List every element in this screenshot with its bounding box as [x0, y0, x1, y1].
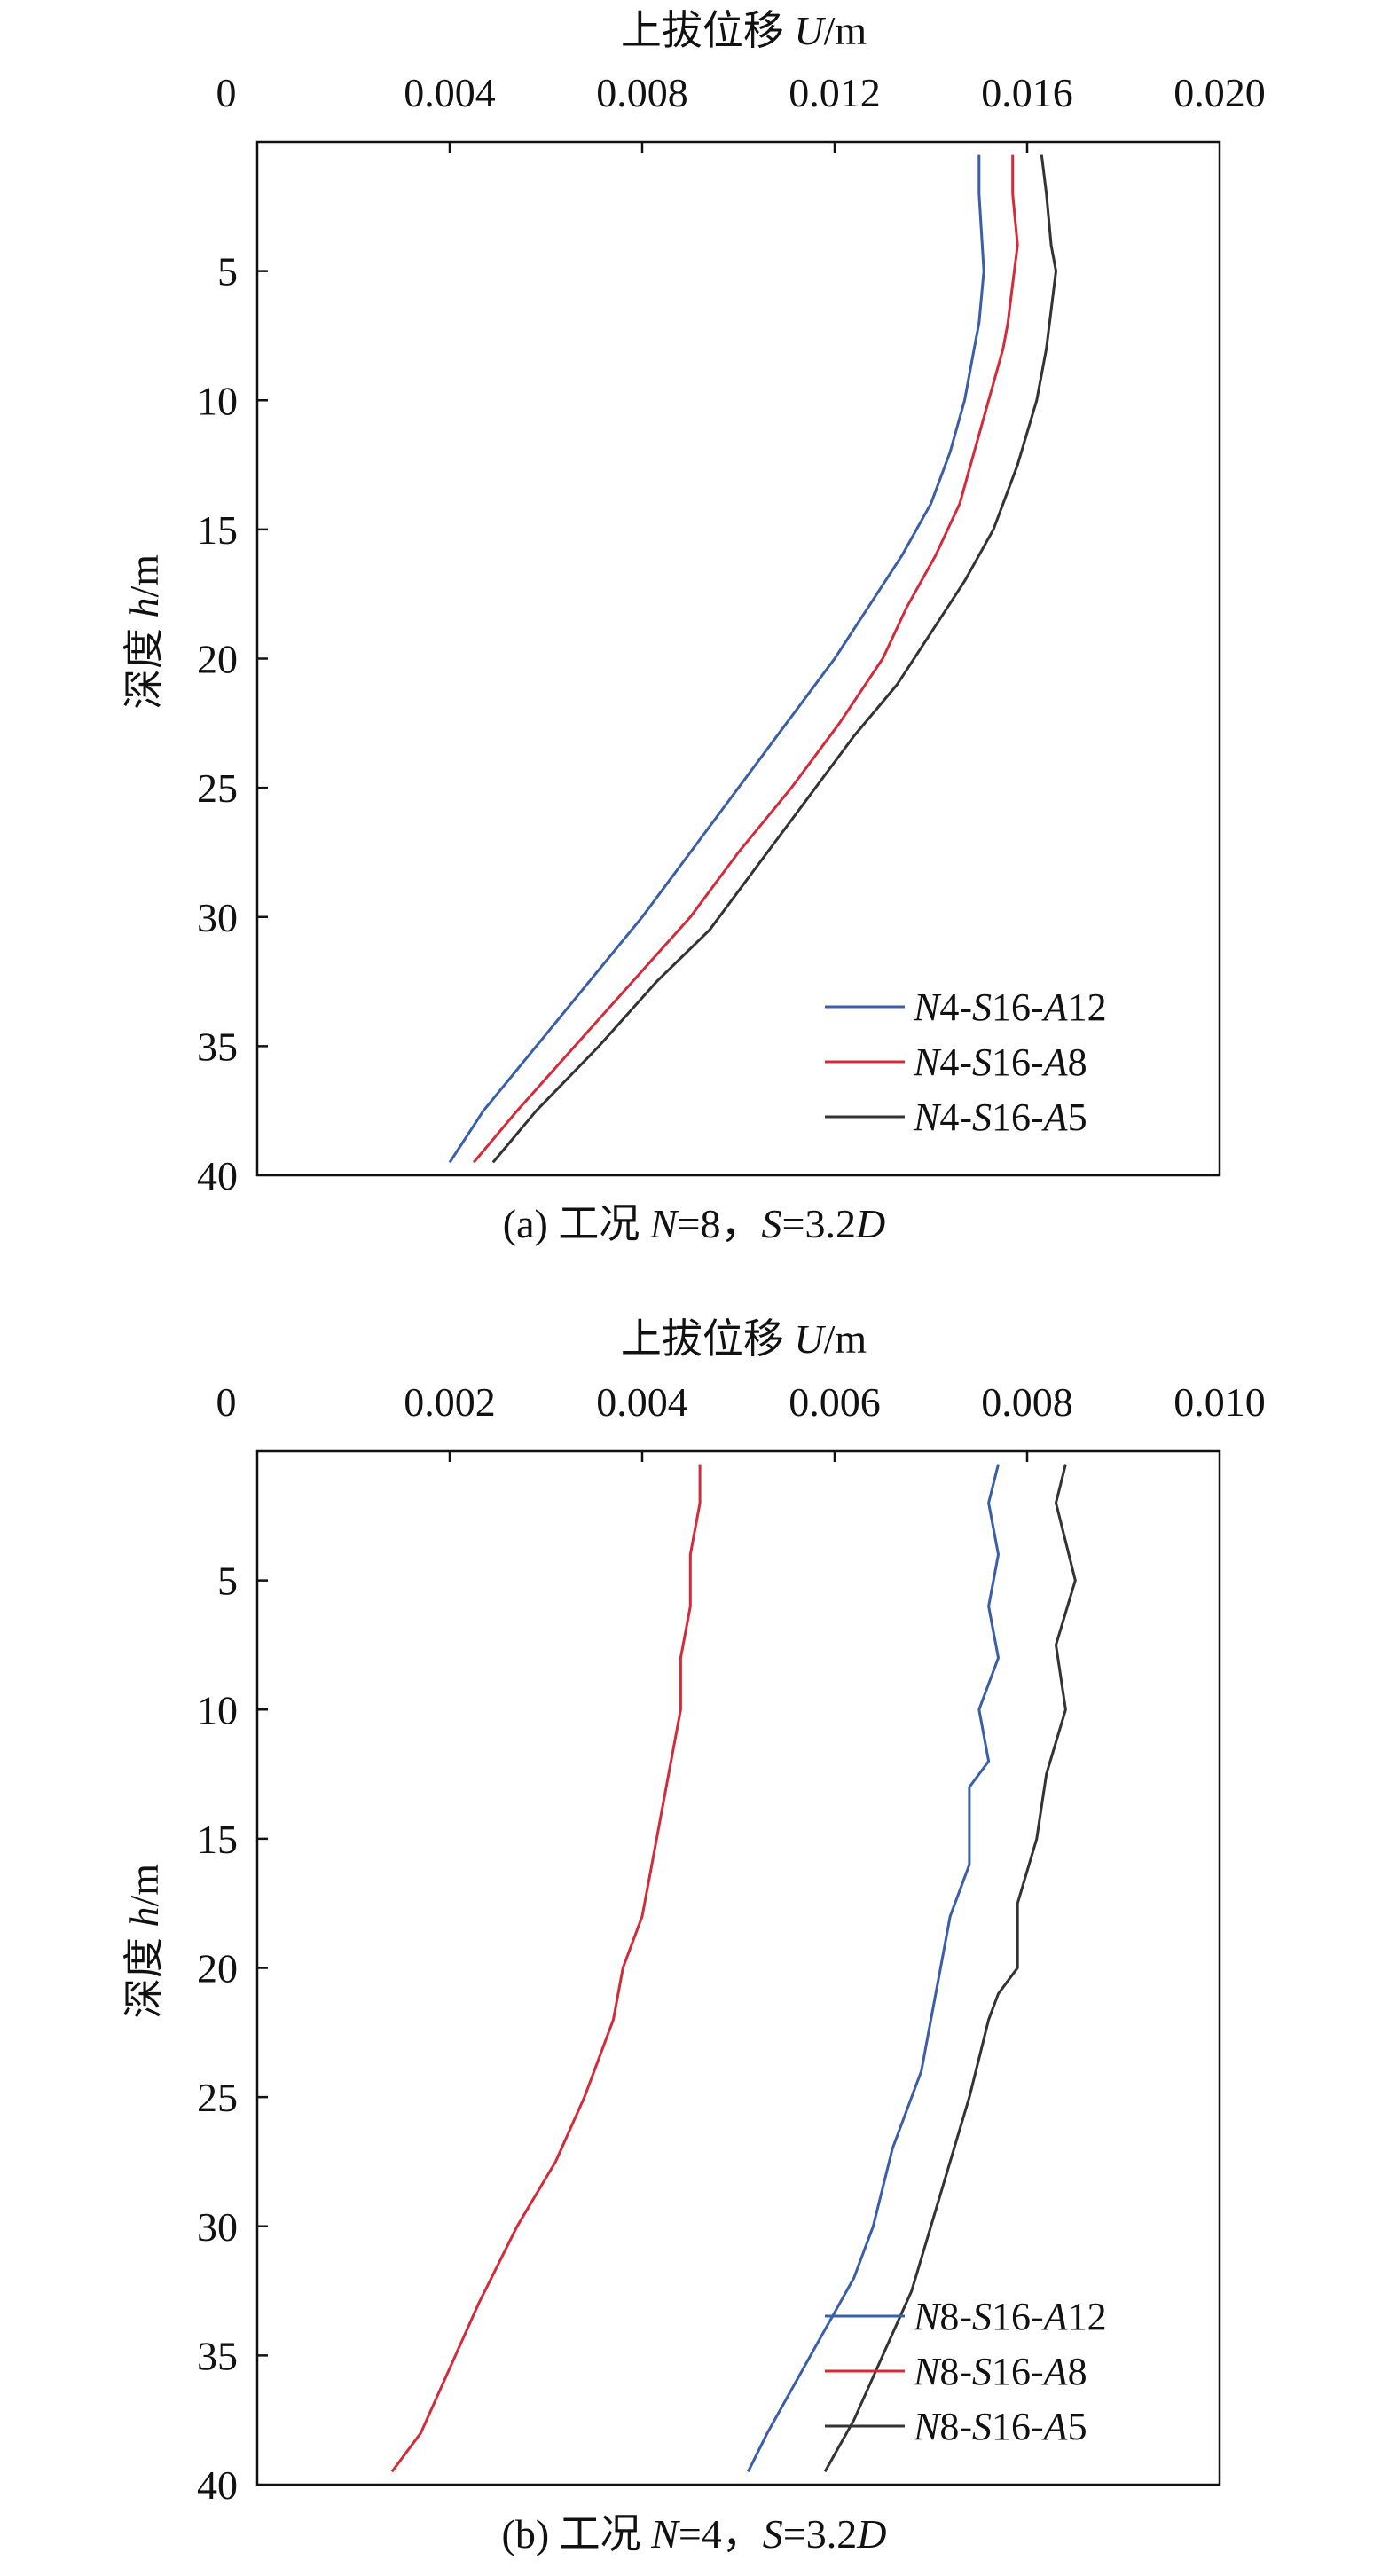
chart-b: 0 0.002 0.004 0.006 0.008 0.010 5 10 15 20 25 30 35 4…: [122, 1316, 1266, 2556]
x-tick-label: 0.008: [981, 1379, 1073, 1425]
y-tick-label: 30: [197, 895, 238, 940]
y-tick-label: 10: [197, 1687, 238, 1732]
y-tick-label: 5: [217, 249, 238, 295]
series-line-N8-S16-A5: [823, 1464, 1077, 2473]
y-tick-label: 25: [197, 766, 238, 811]
y-tick-label: 30: [197, 2204, 238, 2250]
x-axis-title: 上拔位移 U/m: [621, 8, 867, 53]
figure-caption: (b) 工况 N=4，S=3.2D: [502, 2511, 887, 2556]
y-tick-label: 40: [197, 1153, 238, 1198]
y-tick-label: 20: [197, 1946, 238, 1991]
series-line-N4-S16-A12: [448, 154, 985, 1164]
x-tick-label: 0.006: [789, 1379, 881, 1425]
series-line-N8-S16-A8: [390, 1464, 702, 2473]
x-axis-title: 上拔位移 U/m: [621, 1316, 867, 1362]
x-tick-label: 0.008: [596, 70, 688, 115]
legend-label: N4-S16-A5: [913, 1096, 1087, 1139]
x-tick-label: 0: [216, 1379, 237, 1425]
x-tick-label: 0.004: [404, 70, 496, 115]
y-tick-label: 15: [197, 507, 238, 553]
series-line-N8-S16-A12: [747, 1464, 1000, 2473]
y-axis-title: 深度 h/m: [122, 554, 167, 710]
x-tick-label: 0.004: [596, 1379, 688, 1425]
series-line-N4-S16-A8: [472, 154, 1019, 1164]
y-tick-label: 10: [197, 378, 238, 423]
legend-label: N8-S16-A5: [913, 2405, 1087, 2448]
x-tick-label: 0.016: [981, 70, 1073, 115]
legend-label: N8-S16-A8: [913, 2350, 1087, 2393]
x-tick-label: 0.002: [404, 1379, 496, 1425]
chart-a: 0 0.004 0.008 0.012 0.016 0.020 5 10 15 20 25 30 35 4…: [122, 8, 1266, 1246]
x-tick-label: 0.010: [1173, 1379, 1266, 1425]
legend-label: N4-S16-A8: [913, 1041, 1087, 1084]
legend-label: N8-S16-A12: [913, 2295, 1107, 2338]
y-tick-label: 25: [197, 2075, 238, 2120]
x-tick-label: 0.012: [789, 70, 881, 115]
y-tick-label: 35: [197, 2333, 238, 2378]
figure-caption: (a) 工况 N=8，S=3.2D: [503, 1201, 885, 1246]
series-line-N4-S16-A5: [491, 154, 1057, 1164]
x-tick-label: 0.020: [1173, 70, 1266, 115]
y-axis-title: 深度 h/m: [122, 1864, 167, 2019]
x-tick-label: 0: [216, 70, 237, 115]
y-tick-label: 5: [217, 1559, 238, 1604]
y-tick-label: 20: [197, 637, 238, 682]
y-tick-label: 40: [197, 2462, 238, 2508]
y-tick-label: 35: [197, 1024, 238, 1069]
legend-label: N4-S16-A12: [913, 986, 1107, 1029]
y-tick-label: 15: [197, 1817, 238, 1862]
